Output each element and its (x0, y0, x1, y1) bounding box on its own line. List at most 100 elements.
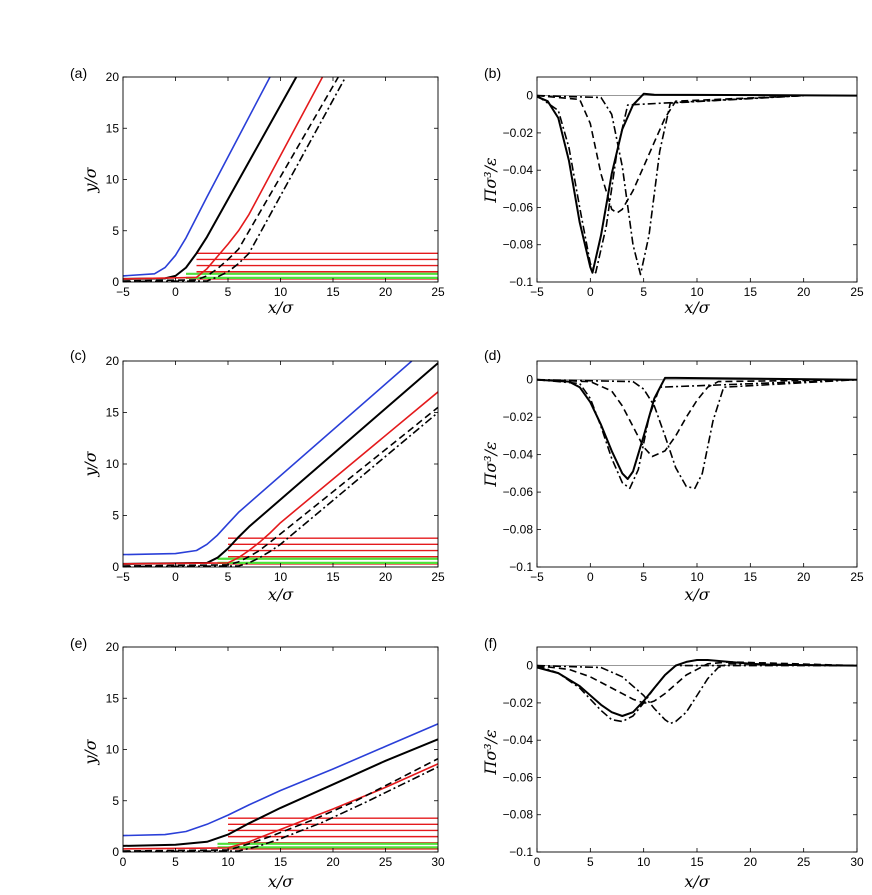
y-axis-label: Πσ³/ε (481, 157, 500, 203)
axes-frame (536, 646, 858, 853)
plot-area (123, 361, 438, 567)
x-axis-label: x/σ (684, 585, 710, 604)
series-black (123, 77, 298, 280)
x-tick-label: 15 (690, 855, 704, 869)
series-dashed (123, 77, 339, 282)
panel-label: (c) (70, 347, 86, 363)
x-tick-label: 15 (744, 570, 758, 584)
x-tick-label: 0 (172, 570, 179, 584)
x-axis-label: x/σ (268, 298, 294, 317)
x-tick-label: 15 (744, 285, 758, 299)
y-tick-label: −0.02 (503, 410, 534, 424)
x-tick-label: 10 (690, 570, 704, 584)
x-tick-label: 25 (850, 570, 864, 584)
x-tick-label: 20 (379, 285, 393, 299)
x-tick-label: 0 (587, 285, 594, 299)
x-tick-label: 15 (274, 855, 288, 869)
x-axis-label: x/σ (684, 298, 710, 317)
x-tick-label: 0 (172, 285, 179, 299)
series-solid (537, 376, 857, 480)
series-dashdot-right (537, 94, 804, 276)
series-dashed (537, 661, 857, 704)
series-blue (123, 361, 413, 556)
axes-frame (122, 360, 439, 568)
x-tick-label: 25 (379, 855, 393, 869)
y-tick-label: 0 (526, 373, 533, 387)
y-tick-label: 0 (112, 560, 119, 574)
series-dashed (537, 94, 804, 214)
x-tick-label: 20 (797, 570, 811, 584)
y-axis-label: Πσ³/ε (481, 441, 500, 487)
panel-label: (d) (484, 347, 501, 363)
panel-label: (a) (70, 65, 87, 81)
x-tick-label: −5 (530, 570, 544, 584)
series-solid (537, 92, 857, 274)
x-tick-label: 25 (797, 855, 811, 869)
x-tick-label: 25 (431, 285, 445, 299)
y-tick-label: 0 (112, 845, 119, 859)
panel-label: (e) (70, 635, 87, 651)
y-tick-label: 5 (112, 224, 119, 238)
x-axis-label: x/σ (684, 872, 710, 891)
y-axis-label: y/σ (81, 738, 100, 765)
y-tick-label: −0.08 (503, 523, 534, 537)
y-tick-label: −0.04 (503, 448, 534, 462)
y-tick-label: −0.04 (503, 163, 534, 177)
series-dashdot-left (537, 378, 857, 490)
x-tick-label: −5 (530, 285, 544, 299)
x-tick-label: 5 (640, 285, 647, 299)
plot-area (123, 723, 438, 852)
x-axis-label: x/σ (268, 585, 294, 604)
x-tick-label: 20 (797, 285, 811, 299)
y-tick-label: 0 (526, 659, 533, 673)
axes-frame (122, 76, 439, 283)
series-red (123, 391, 438, 565)
x-tick-label: 10 (274, 570, 288, 584)
y-tick-label: −0.06 (503, 200, 534, 214)
x-tick-label: 10 (274, 285, 288, 299)
x-tick-label: 5 (640, 570, 647, 584)
y-tick-label: −0.1 (509, 560, 533, 574)
series-dashdot-left (537, 94, 804, 274)
x-tick-label: 20 (326, 855, 340, 869)
plot-area (537, 659, 857, 725)
x-tick-label: 30 (431, 855, 445, 869)
panel-label: (f) (484, 635, 497, 651)
y-tick-label: 0 (526, 89, 533, 103)
y-tick-label: −0.08 (503, 808, 534, 822)
series-solid (537, 659, 857, 717)
y-tick-label: 10 (106, 173, 120, 187)
series-dashed (537, 378, 857, 458)
y-axis-label: Πσ³/ε (481, 729, 500, 775)
x-tick-label: 5 (587, 855, 594, 869)
y-tick-label: 5 (112, 509, 119, 523)
y-axis-label: y/σ (81, 450, 100, 477)
x-tick-label: 10 (221, 855, 235, 869)
y-tick-label: 5 (112, 794, 119, 808)
x-tick-label: 0 (120, 855, 127, 869)
y-tick-label: −0.06 (503, 485, 534, 499)
x-tick-label: 20 (744, 855, 758, 869)
x-tick-label: 15 (326, 285, 340, 299)
plot-area (537, 92, 857, 276)
panel-f: (f) x/σ Πσ³/ε 0 5 10 15 20 25 30 −0.1 −0.08 −0.06… (481, 635, 864, 891)
y-tick-label: 15 (106, 121, 120, 135)
y-tick-label: 20 (106, 70, 120, 84)
x-tick-label: 10 (690, 285, 704, 299)
y-tick-label: −0.1 (509, 275, 533, 289)
series-black (123, 738, 438, 847)
x-axis-label: x/σ (268, 872, 294, 891)
x-tick-label: 20 (379, 570, 393, 584)
x-tick-label: 0 (587, 570, 594, 584)
x-tick-label: 5 (225, 285, 232, 299)
series-dashdot-right (537, 662, 857, 725)
y-tick-label: 15 (106, 406, 120, 420)
series-dashdot (123, 766, 438, 852)
series-dashdot-right (537, 378, 857, 490)
plot-area (123, 77, 438, 282)
panel-b: (b) x/σ Πσ³/ε −5 0 5 10 15 20 25 −0.1 −0.08 −0.06… (481, 65, 864, 317)
x-tick-label: 0 (534, 855, 541, 869)
